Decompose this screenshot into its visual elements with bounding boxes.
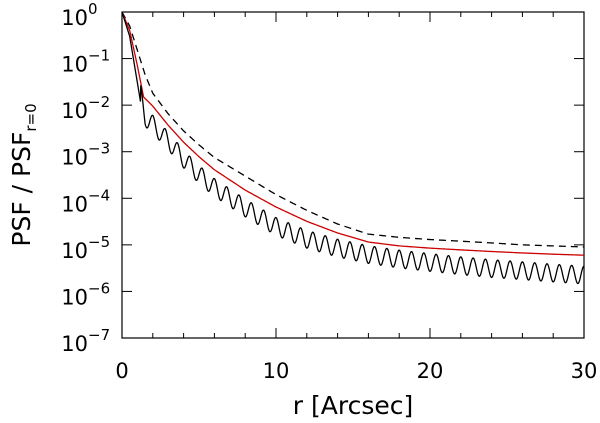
y-axis-label-subscript: r=0 xyxy=(22,103,40,131)
y-axis-label: PSF / PSFr=0 xyxy=(7,103,40,246)
y-tick-label: 10−2 xyxy=(61,93,110,123)
y-tick-label: 10−7 xyxy=(61,326,110,356)
x-axis-label: r [Arcsec] xyxy=(293,391,413,420)
x-tick-labels: 0 10 20 30 xyxy=(115,359,597,383)
x-tick-label: 20 xyxy=(417,359,444,383)
x-tick-label: 10 xyxy=(263,359,290,383)
x-tick-label: 30 xyxy=(571,359,598,383)
y-tick-label: 10−1 xyxy=(61,47,110,77)
series-line-1 xyxy=(121,11,585,248)
y-tick-label: 10−4 xyxy=(61,186,110,216)
y-tick-label: 10−3 xyxy=(61,140,110,170)
axis-ticks xyxy=(121,11,585,339)
y-tick-label: 100 xyxy=(61,0,97,30)
y-tick-label: 10−5 xyxy=(61,233,110,263)
x-tick-label: 0 xyxy=(115,359,128,383)
y-axis-label-group: PSF / PSFr=0 xyxy=(7,103,40,246)
y-tick-labels: 100 10−1 10−2 10−3 10−4 10−5 10−6 10−7 xyxy=(61,0,110,356)
series-line-2 xyxy=(121,11,585,256)
plot-frame xyxy=(121,11,585,339)
series-layer xyxy=(121,11,585,285)
y-axis-label-main: PSF / PSF xyxy=(7,132,36,247)
series-line-3 xyxy=(121,11,585,285)
y-tick-label: 10−6 xyxy=(61,279,110,309)
